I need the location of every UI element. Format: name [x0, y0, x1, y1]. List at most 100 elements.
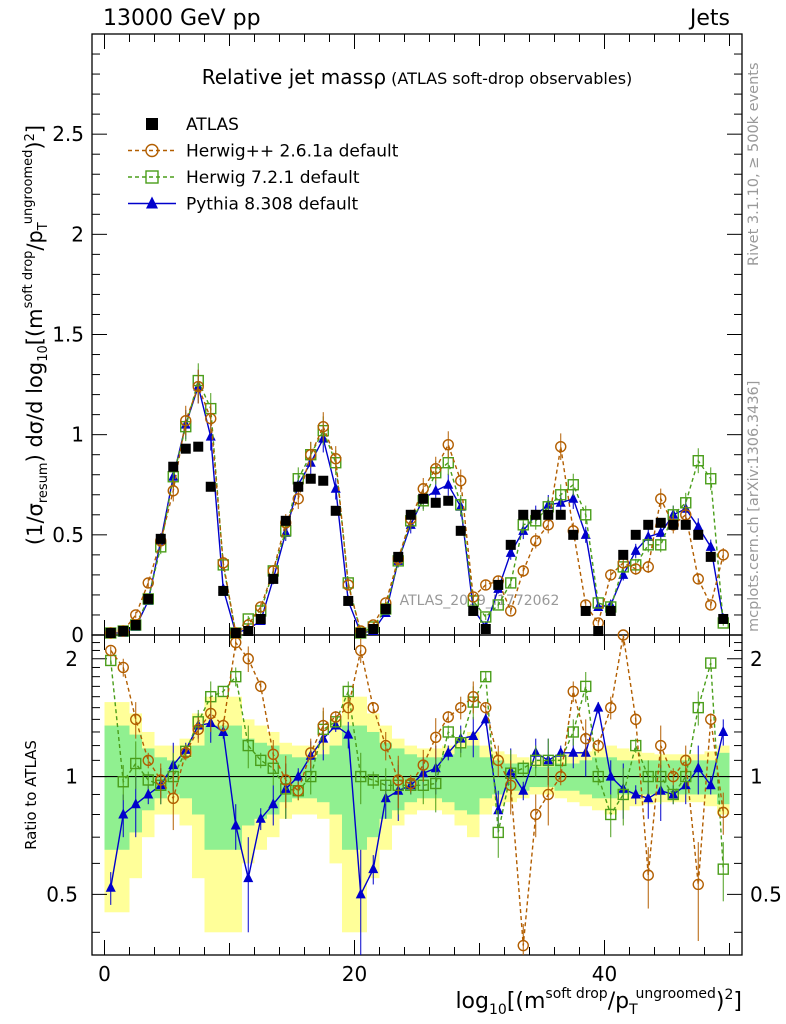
data-point	[280, 515, 291, 526]
data-point	[430, 731, 442, 743]
data-point	[143, 593, 154, 604]
data-point	[717, 863, 729, 875]
axes: 0 0.5 1 1.5 2 2.5 0 20 40 0.5 0.5 1 1 2 2	[46, 33, 782, 986]
data-point	[467, 591, 479, 603]
data-point	[118, 808, 129, 819]
data-point	[243, 872, 254, 883]
data-point	[592, 739, 604, 752]
data-point	[418, 493, 429, 504]
data-point	[217, 557, 229, 569]
data-point	[218, 585, 229, 596]
data-point	[505, 605, 517, 617]
data-point	[493, 804, 504, 815]
data-point	[367, 701, 379, 714]
data-point	[630, 713, 642, 726]
data-point	[130, 798, 141, 809]
data-point	[542, 519, 554, 531]
data-point	[455, 737, 467, 749]
data-point	[580, 680, 592, 693]
ratio-y-tick-label-right: 1	[750, 765, 763, 789]
data-point	[480, 611, 492, 623]
data-point	[205, 481, 216, 492]
data-point	[617, 788, 629, 801]
data-point	[605, 808, 617, 821]
data-point	[567, 479, 579, 491]
y-tick-label: 2.5	[52, 122, 84, 146]
data-point	[130, 713, 142, 726]
data-point	[592, 597, 604, 609]
data-point	[330, 505, 341, 516]
data-point	[555, 770, 567, 783]
data-point	[443, 495, 454, 506]
data-point	[693, 762, 704, 773]
legend-label: Herwig 7.2.1 default	[186, 168, 360, 188]
data-point	[455, 525, 466, 536]
data-point	[368, 863, 379, 874]
data-point	[118, 625, 129, 636]
band-inner	[579, 760, 592, 795]
data-point	[705, 713, 717, 726]
data-point	[568, 529, 579, 540]
data-point	[605, 701, 617, 714]
data-point	[655, 739, 667, 752]
data-point	[630, 739, 642, 752]
data-point	[255, 680, 267, 693]
data-point	[592, 770, 604, 783]
data-point	[717, 549, 729, 561]
band-inner	[442, 754, 455, 803]
data-point	[443, 746, 454, 757]
series-line	[110, 378, 724, 635]
data-point	[655, 539, 667, 551]
y-tick-label: 0.5	[52, 523, 84, 547]
ratio-y-tick-label: 1	[65, 765, 78, 789]
band-inner	[317, 754, 330, 803]
data-point	[355, 770, 367, 783]
data-point	[555, 509, 566, 520]
data-point	[542, 754, 554, 767]
data-point	[617, 629, 629, 641]
analysis-watermark: ATLAS_2019_I1772062	[400, 593, 560, 609]
jets-label: Jets	[689, 6, 730, 31]
data-point	[705, 540, 716, 551]
data-point	[555, 440, 567, 453]
data-point	[305, 473, 316, 484]
data-point	[355, 627, 366, 638]
data-point	[630, 529, 641, 540]
energy-label: 13000 GeV pp	[103, 6, 261, 31]
data-point	[580, 605, 591, 616]
data-point	[155, 533, 166, 544]
ratio-series-line	[110, 660, 724, 870]
legend-label: Herwig++ 2.6.1a default	[186, 142, 399, 162]
data-point	[255, 812, 266, 823]
data-point	[205, 412, 217, 425]
data-point	[693, 520, 704, 531]
data-point	[580, 732, 592, 745]
data-point	[117, 776, 129, 788]
data-point	[455, 475, 467, 487]
data-point	[705, 599, 717, 611]
data-point	[192, 380, 204, 393]
data-point	[430, 463, 442, 475]
data-point	[567, 685, 579, 698]
y-tick-label: 1.5	[52, 323, 84, 347]
data-point	[493, 579, 504, 590]
data-point	[593, 625, 604, 636]
x-tick-label: 40	[592, 962, 617, 986]
data-point	[455, 499, 467, 511]
data-point	[430, 497, 441, 508]
data-point	[355, 644, 367, 657]
data-point	[718, 613, 729, 624]
data-point	[342, 701, 354, 714]
data-point	[518, 784, 529, 795]
data-point	[517, 762, 529, 774]
data-point	[393, 551, 404, 562]
band-inner	[192, 745, 205, 815]
ratio-y-axis-label: Ratio to ATLAS	[22, 740, 40, 850]
data-point	[505, 539, 516, 550]
data-point	[643, 792, 654, 803]
data-point	[505, 577, 517, 589]
data-point	[117, 661, 129, 674]
legend-label: Pythia 8.308 default	[186, 195, 359, 215]
data-point	[155, 774, 167, 786]
data-point	[193, 441, 204, 452]
